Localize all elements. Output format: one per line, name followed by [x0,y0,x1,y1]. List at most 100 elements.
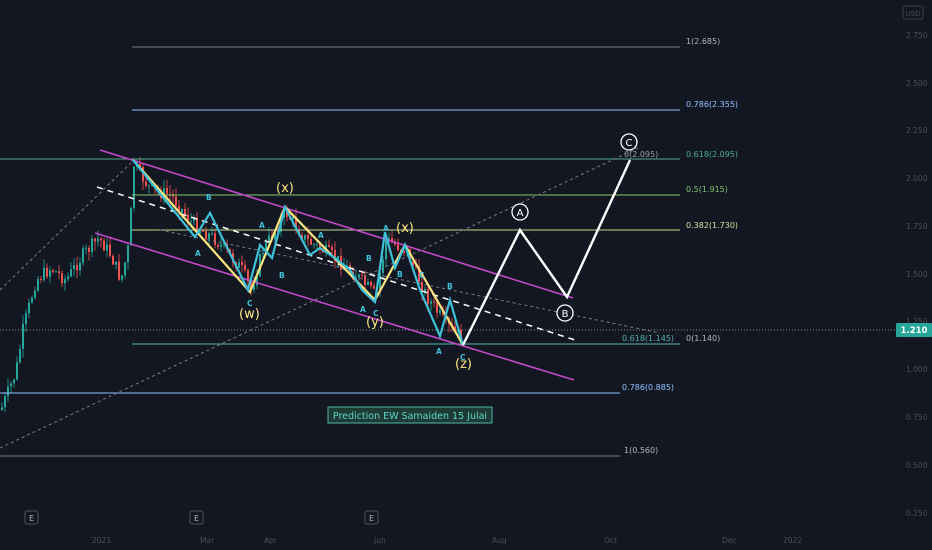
projection-label-c: C [626,138,633,149]
candle-body [73,265,75,269]
candle-body [265,241,267,254]
wave-labels: (w) (x) (y) (x) (z) [239,181,472,372]
candle-body [253,285,255,290]
y-tick: 0.750 [906,413,928,422]
candle-body [94,238,96,242]
candle-body [331,246,333,251]
sub-label-b: B [447,282,453,291]
candle-body [40,279,42,281]
candle-body [334,250,336,261]
candle-body [316,243,318,245]
candle-body [22,323,24,349]
candle-body [211,233,213,235]
candle-body [274,231,276,240]
candle-body [268,235,270,242]
projection-label-b: B [562,309,569,320]
candle-body [415,265,417,267]
event-marker-label: E [29,514,34,523]
time-axis: 2021 Mar Apr Jun Aug Oct Dec 2022 [92,536,802,545]
candle-body [292,216,294,220]
candle-body [142,166,144,182]
candle-body [1,407,3,410]
prediction-title-text: Prediction EW Samaiden 15 Julai [333,411,487,422]
event-marker[interactable] [364,510,379,525]
candle-body [424,288,426,293]
fib-labels: 1(2.685) 0.786(2.355) 0.618(2.095) 0.5(1… [622,37,738,455]
candle-body [55,271,57,273]
event-marker-label: E [369,514,374,523]
candle-body [199,230,201,234]
sub-label-a: A [318,231,324,240]
candle-body [361,274,363,276]
candle-body [439,310,441,313]
candle-body [394,242,396,245]
candle-body [373,285,375,289]
candle-body [304,235,306,240]
x-tick: Aug [492,536,507,545]
candle-body [91,238,93,252]
candle-body [37,279,39,291]
sub-label-a: A [383,224,389,233]
sub-label-b: B [397,270,403,279]
candle-body [382,259,384,274]
candle-body [307,235,309,240]
candle-body [403,250,405,253]
candle-body [244,264,246,271]
candle-body [115,261,117,265]
candle-body [163,187,165,199]
candle-body [46,267,48,277]
event-marker[interactable] [189,510,204,525]
y-tick: 0.250 [906,509,928,518]
candle-body [262,253,264,255]
wave-label-y: (y) [366,315,384,330]
candle-body [388,238,390,240]
y-tick: 2.250 [906,126,928,135]
candle-body [328,245,330,247]
candle-body [178,205,180,213]
fib-label-1: 1(2.685) [686,37,720,46]
sub-label-c: C [247,299,253,308]
y-tick: 0.500 [906,461,928,470]
candle-body [454,326,456,332]
current-price-badge [896,323,932,337]
candle-body [436,302,438,313]
event-markers[interactable]: E E E [24,510,379,525]
wave-label-x2: (x) [396,221,414,236]
sub-label-a: A [195,249,201,258]
candle-body [130,207,132,246]
current-price-text: 1.210 [901,326,928,336]
candle-body [4,396,6,408]
candle-body [427,288,429,304]
fib-label-0618-top: 0.618(2.095) [686,150,738,159]
y-tick: 2.500 [906,79,928,88]
candle-body [85,247,87,249]
x-tick: Apr [264,536,278,545]
sub-wave-labels: A B C A B A B A C A B C B A C [195,193,466,362]
candle-body [106,244,108,251]
candle-body [112,255,114,265]
candle-body [214,233,216,245]
svg-text:USD: USD [906,10,921,18]
candle-body [358,274,360,278]
event-marker-label: E [194,514,199,523]
candle-body [82,248,84,263]
candle-body [76,265,78,271]
candle-body [433,301,435,303]
y-tick: 1.750 [906,222,928,231]
fib-label-0-bottom: 0(1.140) [686,334,720,343]
x-tick: Oct [604,536,617,545]
candle-body [19,348,21,363]
sub-label-c: C [460,353,466,362]
candle-body [61,273,63,284]
y-tick: 2.000 [906,174,928,183]
candle-body [79,262,81,271]
x-tick: Dec [722,536,737,545]
candle-body [421,282,423,293]
candle-body [379,273,381,290]
wave-label-x1: (x) [276,181,294,196]
candle-body [67,276,69,280]
candle-body [364,275,366,285]
event-marker[interactable] [24,510,39,525]
candle-body [175,196,177,206]
